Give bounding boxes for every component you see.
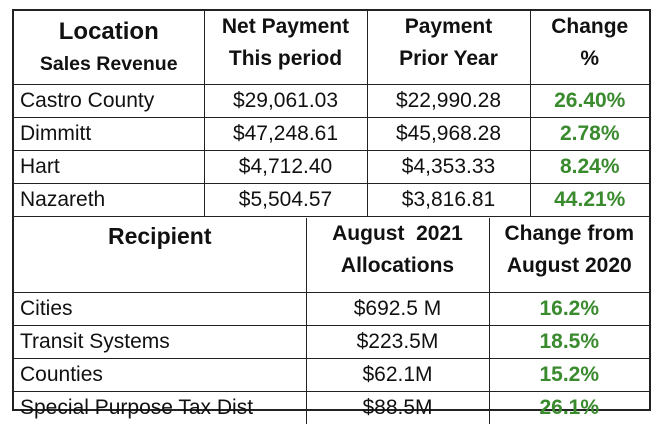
net-payment: $5,504.57 [204, 184, 367, 217]
location-name: Nazareth [14, 184, 204, 217]
location-name: Dimmitt [14, 118, 204, 151]
header-net-line1: Net Payment [205, 11, 367, 43]
change-from-percent: 15.2% [489, 359, 649, 392]
prior-payment: $3,816.81 [367, 184, 530, 217]
prior-payment: $45,968.28 [367, 118, 530, 151]
header-net-payment: Net Payment This period [204, 11, 367, 85]
header-change: Change % [530, 11, 649, 85]
location-name: Castro County [14, 85, 204, 118]
recipient-name: Counties [14, 359, 306, 392]
change-from-percent: 18.5% [489, 326, 649, 359]
header-change-line2: % [531, 43, 650, 75]
net-payment: $4,712.40 [204, 151, 367, 184]
sales-tax-tables: Location Sales Revenue Net Payment This … [12, 9, 651, 411]
table-row: Dimmitt $47,248.61 $45,968.28 2.78% [14, 118, 649, 151]
header-change-from-line1: Change from [490, 218, 650, 250]
allocation-amount: $62.1M [306, 359, 489, 392]
location-sales-revenue-table: Location Sales Revenue Net Payment This … [14, 11, 649, 217]
header-location-line1: Location [14, 16, 204, 48]
header-prior-payment: Payment Prior Year [367, 11, 530, 85]
table-row: Transit Systems $223.5M 18.5% [14, 326, 649, 359]
recipient-name: Cities [14, 293, 306, 326]
change-percent: 44.21% [530, 184, 649, 217]
change-from-percent: 26.1% [489, 392, 649, 424]
header-location-line2: Sales Revenue [14, 48, 204, 80]
table-row: Counties $62.1M 15.2% [14, 359, 649, 392]
net-payment: $29,061.03 [204, 85, 367, 118]
net-payment: $47,248.61 [204, 118, 367, 151]
table-row: Nazareth $5,504.57 $3,816.81 44.21% [14, 184, 649, 217]
header-allocations: August 2021 Allocations [306, 218, 489, 293]
header-change-from: Change from August 2020 [489, 218, 649, 293]
recipient-header-row: Recipient August 2021 Allocations Change… [14, 218, 649, 293]
location-name: Hart [14, 151, 204, 184]
header-net-line2: This period [205, 43, 367, 75]
location-header-row: Location Sales Revenue Net Payment This … [14, 11, 649, 85]
header-recipient: Recipient [14, 218, 306, 293]
allocation-amount: $692.5 M [306, 293, 489, 326]
header-alloc-line1: August 2021 [307, 218, 489, 250]
change-percent: 2.78% [530, 118, 649, 151]
recipient-allocations-table: Recipient August 2021 Allocations Change… [14, 218, 649, 424]
table-row: Hart $4,712.40 $4,353.33 8.24% [14, 151, 649, 184]
change-percent: 8.24% [530, 151, 649, 184]
prior-payment: $22,990.28 [367, 85, 530, 118]
header-change-line1: Change [531, 11, 650, 43]
recipient-name: Transit Systems [14, 326, 306, 359]
header-prior-line1: Payment [368, 11, 530, 43]
prior-payment: $4,353.33 [367, 151, 530, 184]
allocation-amount: $223.5M [306, 326, 489, 359]
header-prior-line2: Prior Year [368, 43, 530, 75]
allocation-amount: $88.5M [306, 392, 489, 424]
change-percent: 26.40% [530, 85, 649, 118]
header-alloc-line2: Allocations [307, 250, 489, 282]
table-row: Cities $692.5 M 16.2% [14, 293, 649, 326]
table-row: Special Purpose Tax Dist $88.5M 26.1% [14, 392, 649, 424]
header-change-from-line2: August 2020 [490, 250, 650, 282]
table-row: Castro County $29,061.03 $22,990.28 26.4… [14, 85, 649, 118]
recipient-name: Special Purpose Tax Dist [14, 392, 306, 424]
change-from-percent: 16.2% [489, 293, 649, 326]
header-location: Location Sales Revenue [14, 11, 204, 85]
